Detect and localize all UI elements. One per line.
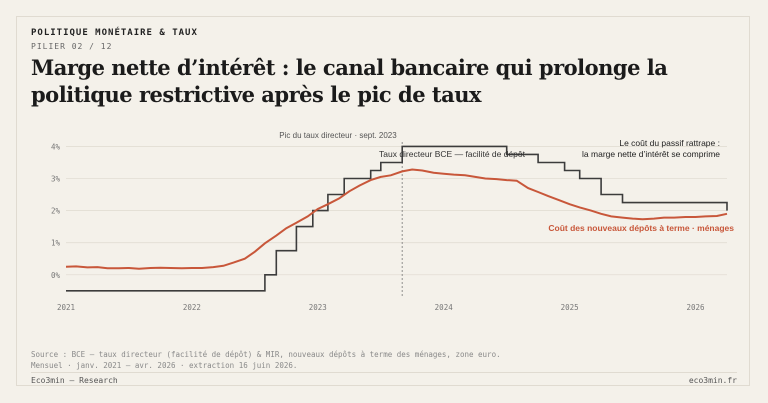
footer-divider	[31, 372, 737, 373]
footer-brand: Eco3min — Research	[31, 376, 118, 385]
x-tick-label: 2022	[183, 303, 201, 312]
series-label-policy-rate: Taux directeur BCE — facilité de dépôt	[379, 149, 526, 159]
source-line-1: Source : BCE — taux directeur (facilité …	[31, 350, 501, 359]
x-tick-label: 2023	[309, 303, 327, 312]
series-label-deposit-cost: Coût des nouveaux dépôts à terme · ménag…	[548, 223, 734, 233]
y-tick-label: 2%	[51, 207, 61, 216]
series-line-policy-rate	[66, 145, 728, 292]
x-tick-label: 2021	[57, 303, 75, 312]
series-line-deposit-cost	[65, 168, 728, 270]
x-axis-ticks: 2021 2022 2023 2024 2025 2026	[57, 303, 705, 312]
y-tick-label: 1%	[51, 239, 61, 248]
x-tick-label: 2026	[686, 303, 705, 312]
chart-card	[16, 16, 750, 386]
y-tick-label: 4%	[51, 142, 61, 151]
page-title: Marge nette d’intérêt : le canal bancair…	[31, 55, 668, 107]
grid	[66, 146, 727, 276]
y-tick-label: 3%	[51, 175, 61, 184]
right-note-line-2: la marge nette d’intérêt se comprime	[582, 149, 720, 159]
x-tick-label: 2024	[435, 303, 454, 312]
peak-annotation: Pic du taux directeur · sept. 2023	[279, 131, 397, 140]
footer-site: eco3min.fr	[688, 376, 737, 385]
kicker: POLITIQUE MONÉTAIRE & TAUX	[31, 28, 198, 38]
y-axis-ticks: 0% 1% 2% 3% 4%	[51, 142, 61, 279]
y-tick-label: 0%	[51, 271, 61, 280]
x-tick-label: 2025	[561, 303, 579, 312]
source-note: Source : BCE — taux directeur (facilité …	[31, 349, 501, 371]
right-note-line-1: Le coût du passif rattrape :	[619, 138, 720, 148]
source-line-2: Mensuel · janv. 2021 – avr. 2026 · extra…	[31, 361, 298, 370]
pillar-label: PILIER 02 / 12	[31, 42, 113, 51]
